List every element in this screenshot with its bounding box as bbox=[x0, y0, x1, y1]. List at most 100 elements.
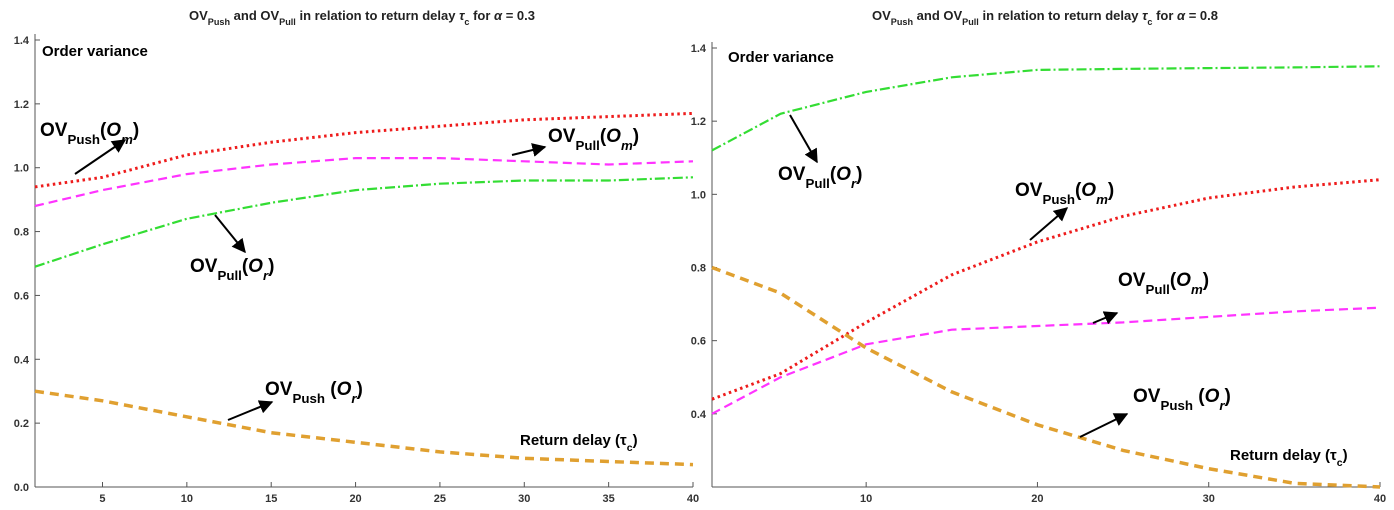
text-part: ( bbox=[325, 379, 337, 400]
series-line bbox=[711, 65, 1381, 152]
series-label: OVPull(Or) bbox=[190, 256, 274, 283]
series-line bbox=[711, 178, 1381, 401]
text-part: ( bbox=[830, 164, 837, 185]
text-part: OV bbox=[1015, 180, 1043, 201]
series-line bbox=[711, 306, 1381, 415]
arrow bbox=[227, 400, 274, 421]
arrow bbox=[1029, 207, 1069, 241]
y-tick-label: 0.6 bbox=[14, 290, 29, 302]
x-tick-label: 10 bbox=[181, 493, 193, 505]
y-tick-label: 1.2 bbox=[14, 99, 29, 111]
text-part: = 0.8 bbox=[1185, 8, 1218, 23]
series-line bbox=[34, 157, 694, 208]
text-part: = 0.3 bbox=[502, 8, 535, 23]
text-part: Pull bbox=[962, 17, 979, 27]
text-part: OV bbox=[40, 120, 68, 141]
x-axis-label: Return delay (τc) bbox=[1230, 447, 1348, 469]
text-part: ( bbox=[1075, 180, 1082, 201]
series-label: OVPull(Om) bbox=[1118, 270, 1209, 297]
text-part: τ bbox=[459, 8, 465, 23]
x-tick-label: 40 bbox=[687, 493, 699, 505]
arrow bbox=[214, 214, 246, 254]
text-part: m bbox=[1191, 282, 1203, 297]
text-part: r bbox=[851, 176, 857, 191]
series-label: OVPush (Or) bbox=[1133, 386, 1231, 413]
text-part: ) bbox=[1225, 386, 1231, 407]
chart-title: OVPush and OVPull in relation to return … bbox=[872, 8, 1218, 27]
text-part: O bbox=[1205, 386, 1220, 407]
text-part: O bbox=[106, 120, 121, 141]
text-part: ) bbox=[633, 432, 638, 449]
series-label: OVPush(Om) bbox=[1015, 180, 1114, 207]
y-tick-label: 1.0 bbox=[691, 189, 706, 201]
series-line bbox=[34, 111, 694, 189]
y-axis-label: Order variance bbox=[42, 43, 148, 60]
chart-title: OVPush and OVPull in relation to return … bbox=[189, 8, 535, 27]
y-tick-label: 1.4 bbox=[691, 43, 707, 55]
series-line bbox=[711, 265, 1381, 489]
text-part: r bbox=[351, 391, 357, 406]
text-part: and OV bbox=[913, 8, 962, 23]
y-axis-label: Order variance bbox=[728, 49, 834, 66]
y-tick-label: 0.8 bbox=[691, 263, 706, 275]
y-tick-label: 1.2 bbox=[691, 116, 706, 128]
text-part: ( bbox=[600, 126, 607, 147]
text-part: OV bbox=[189, 8, 208, 23]
text-part: Push bbox=[67, 132, 100, 147]
x-tick-label: 5 bbox=[99, 493, 105, 505]
text-part: OV bbox=[190, 256, 218, 277]
x-tick-label: 30 bbox=[1203, 493, 1215, 505]
text-part: τ bbox=[620, 432, 627, 449]
text-part: τ bbox=[1142, 8, 1148, 23]
text-part: Pull bbox=[279, 17, 296, 27]
series-label: OVPull(Om) bbox=[548, 126, 639, 153]
x-tick-label: 10 bbox=[860, 493, 872, 505]
arrow bbox=[511, 143, 547, 157]
text-part: O bbox=[606, 126, 621, 147]
text-part: m bbox=[1096, 192, 1108, 207]
text-part: for bbox=[1152, 8, 1177, 23]
x-tick-label: 20 bbox=[349, 493, 361, 505]
text-part: m bbox=[121, 132, 133, 147]
text-part: ) bbox=[357, 379, 363, 400]
series-label: OVPush(Om) bbox=[40, 120, 139, 147]
text-part: Pull bbox=[217, 268, 241, 283]
series-line bbox=[34, 389, 694, 467]
arrow bbox=[74, 139, 127, 175]
text-part: for bbox=[469, 8, 494, 23]
text-part: α bbox=[494, 8, 503, 23]
x-axis-label: Return delay (τc) bbox=[520, 432, 638, 454]
text-part: O bbox=[337, 379, 352, 400]
y-tick-label: 0.6 bbox=[691, 336, 706, 348]
text-part: O bbox=[1081, 180, 1096, 201]
text-part: ) bbox=[1203, 270, 1209, 291]
y-tick-label: 0.4 bbox=[691, 409, 707, 421]
y-tick-label: 1.0 bbox=[14, 163, 29, 175]
arrow bbox=[1079, 413, 1129, 438]
y-tick-label: 0.0 bbox=[14, 482, 29, 494]
y-tick-label: 0.8 bbox=[14, 227, 29, 239]
text-part: m bbox=[621, 138, 633, 153]
text-part: r bbox=[263, 268, 269, 283]
text-part: ( bbox=[1193, 386, 1205, 407]
text-part: ) bbox=[268, 256, 274, 277]
text-part: Push bbox=[1042, 192, 1075, 207]
text-part: ) bbox=[856, 164, 862, 185]
y-tick-label: 0.2 bbox=[14, 418, 29, 430]
x-tick-label: 35 bbox=[603, 493, 615, 505]
text-part: OV bbox=[265, 379, 293, 400]
x-tick-label: 30 bbox=[518, 493, 530, 505]
arrow bbox=[1092, 311, 1119, 325]
text-part: ) bbox=[1343, 447, 1348, 464]
text-part: ( bbox=[242, 256, 249, 277]
text-part: ) bbox=[1108, 180, 1114, 201]
text-part: O bbox=[836, 164, 851, 185]
text-part: c bbox=[1337, 457, 1343, 469]
text-part: OV bbox=[1133, 386, 1161, 407]
y-tick-label: 1.4 bbox=[14, 35, 30, 47]
x-tick-label: 25 bbox=[434, 493, 446, 505]
text-part: in relation to return delay bbox=[296, 8, 459, 23]
y-tick-label: 0.4 bbox=[14, 354, 30, 366]
text-part: Pull bbox=[575, 138, 599, 153]
